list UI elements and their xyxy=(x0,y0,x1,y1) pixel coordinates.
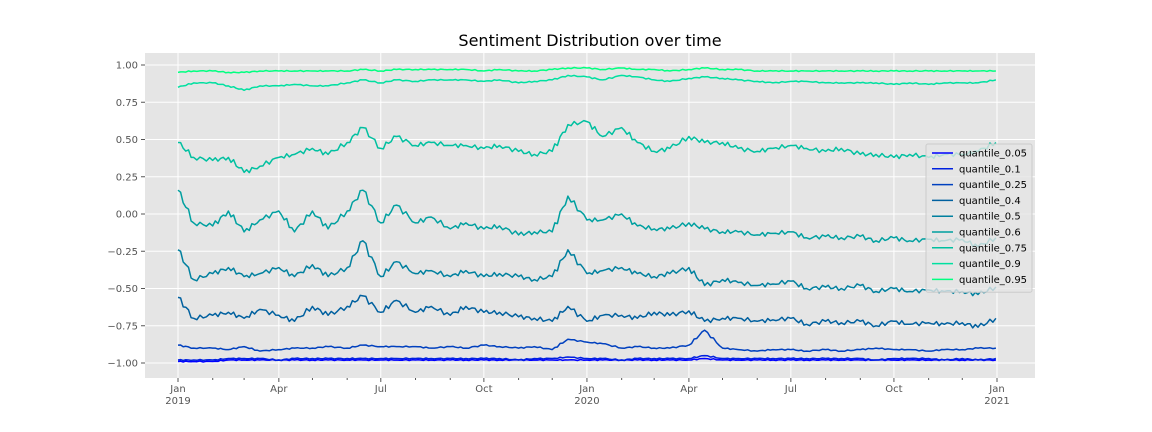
x-tick-label: Jul xyxy=(374,384,387,395)
legend-label: quantile_0.4 xyxy=(959,196,1021,207)
series-line-quantile_0-4 xyxy=(177,294,997,329)
series-line-quantile_0-9 xyxy=(177,74,997,92)
chart-title: Sentiment Distribution over time xyxy=(458,31,721,50)
legend-label: quantile_0.95 xyxy=(959,275,1027,286)
x-tick-label: Jan xyxy=(578,384,594,395)
axes: 1.00 0.75 0.50 0.25 0.00 −0.25 −0.50 −0.75 −1.00… xyxy=(107,61,1009,408)
y-tick-label: 0.75 xyxy=(116,98,138,109)
y-tick-label: 1.00 xyxy=(116,61,138,72)
x-tick-label: Oct xyxy=(885,384,902,395)
series-line-quantile_0-95 xyxy=(177,66,996,74)
grid xyxy=(145,53,1035,378)
y-tick-label: −1.00 xyxy=(107,359,138,370)
legend-label: quantile_0.05 xyxy=(959,149,1027,160)
x-tick-label: Apr xyxy=(270,384,288,395)
x-tick-label: Jan xyxy=(988,384,1004,395)
x-tick-label: Jan xyxy=(169,384,185,395)
series-line-quantile_0-6 xyxy=(177,189,997,248)
series-line-quantile_0-5 xyxy=(177,240,997,297)
x-tick-label: Apr xyxy=(680,384,698,395)
legend-label: quantile_0.5 xyxy=(959,212,1021,223)
legend: quantile_0.05 quantile_0.1 quantile_0.25qu… xyxy=(925,143,1033,293)
legend-label: quantile_0.25 xyxy=(959,180,1027,191)
y-tick-label: −0.50 xyxy=(107,284,138,295)
legend-label: quantile_0.1 xyxy=(959,164,1021,175)
x-tick-year-label: 2020 xyxy=(574,396,599,407)
series-layer xyxy=(177,66,997,363)
series-line-quantile_0-25 xyxy=(177,329,997,353)
legend-label: quantile_0.9 xyxy=(959,259,1021,270)
legend-box xyxy=(925,143,1033,293)
series-line-quantile_0-1 xyxy=(177,354,997,362)
y-tick-label: −0.75 xyxy=(107,321,138,332)
legend-label: quantile_0.6 xyxy=(959,228,1021,239)
legend-label: quantile_0.75 xyxy=(959,243,1027,254)
x-tick-label: Oct xyxy=(475,384,492,395)
y-tick-label: 0.00 xyxy=(116,210,138,221)
y-tick-label: 0.25 xyxy=(116,172,138,183)
y-tick-label: 0.50 xyxy=(116,135,138,146)
x-tick-label: Jul xyxy=(784,384,797,395)
series-line-quantile_0-75 xyxy=(177,119,997,174)
y-tick-label: −0.25 xyxy=(107,247,138,258)
x-tick-year-label: 2019 xyxy=(165,396,190,407)
series-line-quantile_0-05 xyxy=(177,357,997,363)
x-tick-year-label: 2021 xyxy=(984,396,1009,407)
